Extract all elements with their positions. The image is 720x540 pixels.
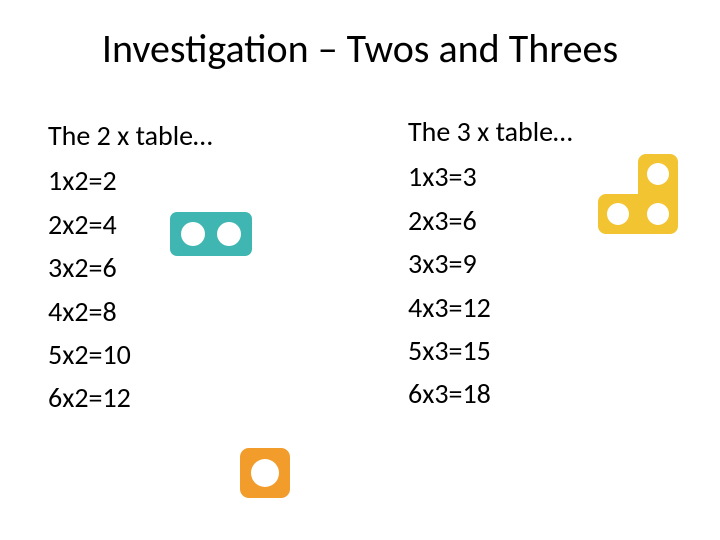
- three-times-row: 1x3=3: [408, 155, 572, 198]
- yellow-cell: [638, 194, 678, 234]
- yellow-cell: [638, 154, 678, 194]
- three-times-header: The 3 x table…: [408, 110, 572, 153]
- three-times-row: 4x3=12: [408, 286, 572, 329]
- two-times-row: 4x2=8: [48, 290, 212, 333]
- three-times-row: 3x3=9: [408, 242, 572, 285]
- two-times-table: The 2 x table… 1x2=2 2x2=4 3x2=6 4x2=8 5…: [48, 114, 212, 420]
- orange-block-icon: [240, 448, 290, 498]
- two-times-row: 6x2=12: [48, 376, 212, 419]
- two-times-row: 5x2=10: [48, 333, 212, 376]
- slide-title: Investigation – Twos and Threes: [0, 24, 720, 73]
- three-times-row: 5x3=15: [408, 329, 572, 372]
- yellow-cell: [598, 194, 638, 234]
- three-times-row: 6x3=18: [408, 372, 572, 415]
- two-times-header: The 2 x table…: [48, 114, 212, 157]
- three-times-row: 2x3=6: [408, 199, 572, 242]
- two-times-row: 1x2=2: [48, 159, 212, 202]
- three-times-table: The 3 x table… 1x3=3 2x3=6 3x3=9 4x3=12 …: [408, 110, 572, 416]
- yellow-l-piece-icon: [598, 154, 678, 234]
- teal-domino-icon: [170, 212, 252, 256]
